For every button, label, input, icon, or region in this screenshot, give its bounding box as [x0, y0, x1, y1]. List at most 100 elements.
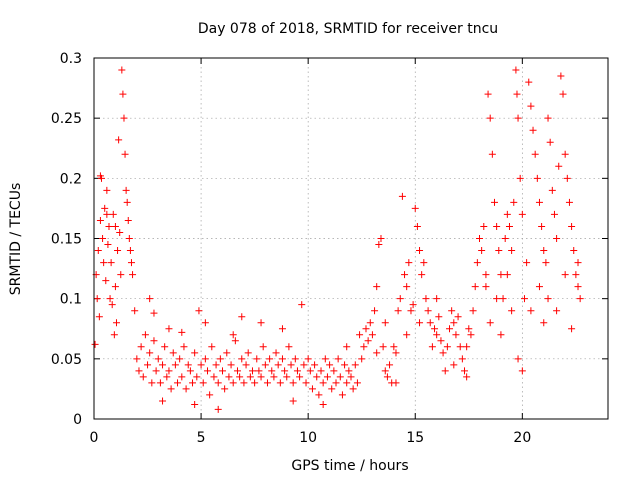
data-point [473, 259, 481, 267]
data-point [135, 367, 143, 375]
data-point [392, 379, 400, 387]
data-point [189, 379, 197, 387]
data-point [116, 228, 124, 236]
data-point [531, 150, 539, 158]
data-point [482, 271, 490, 279]
data-point [141, 331, 149, 339]
data-point [126, 247, 134, 255]
data-point [278, 325, 286, 333]
data-point [514, 355, 522, 363]
data-point [121, 150, 129, 158]
data-point [111, 222, 119, 230]
data-point [550, 210, 558, 218]
data-point [478, 247, 486, 255]
data-point [435, 313, 443, 321]
data-point [409, 301, 417, 309]
data-point [454, 313, 462, 321]
data-point [486, 319, 494, 327]
data-point [471, 283, 479, 291]
data-point [452, 331, 460, 339]
data-point [289, 379, 297, 387]
data-point [127, 259, 135, 267]
data-point [467, 331, 475, 339]
data-point [516, 174, 524, 182]
data-point [115, 136, 123, 144]
data-point [510, 198, 518, 206]
data-point [553, 307, 561, 315]
data-point [313, 373, 321, 381]
data-point [394, 307, 402, 315]
data-point [238, 355, 246, 363]
data-point [407, 307, 415, 315]
data-point [544, 114, 552, 122]
data-point [375, 241, 383, 249]
data-point [296, 373, 304, 381]
data-point [148, 379, 156, 387]
data-point [131, 307, 139, 315]
data-point [242, 361, 250, 369]
data-point [465, 325, 473, 333]
data-point [347, 373, 355, 381]
x-tick-label: 0 [90, 430, 99, 446]
data-point [150, 309, 158, 317]
data-point [392, 349, 400, 357]
data-point [535, 198, 543, 206]
data-point [439, 349, 447, 357]
data-point [433, 295, 441, 303]
data-point [512, 66, 520, 74]
data-point [570, 247, 578, 255]
data-point [165, 325, 173, 333]
data-point [293, 367, 301, 375]
data-point [195, 307, 203, 315]
data-point [103, 186, 111, 194]
data-point [178, 328, 186, 336]
data-points [91, 66, 584, 413]
data-point [493, 222, 501, 230]
data-point [338, 391, 346, 399]
x-tick-label: 15 [406, 430, 424, 446]
y-tick-label: 0 [73, 412, 82, 428]
data-point [114, 247, 122, 255]
data-point [334, 355, 342, 363]
data-point [174, 379, 182, 387]
data-point [298, 301, 306, 309]
data-point [555, 162, 563, 170]
data-point [283, 373, 291, 381]
x-tick-label: 20 [513, 430, 531, 446]
axis-tick-labels: 0 5 10 15 20 0 0.05 0.1 0.15 0.2 0.25 0.3 [51, 51, 531, 446]
data-point [122, 186, 130, 194]
data-point [246, 373, 254, 381]
data-point [503, 210, 511, 218]
data-point [152, 367, 160, 375]
data-point [390, 343, 398, 351]
x-tick-label: 10 [299, 430, 317, 446]
data-point [184, 361, 192, 369]
data-point [503, 271, 511, 279]
data-point [533, 174, 541, 182]
x-axis-label: GPS time / hours [291, 458, 408, 474]
data-point [101, 204, 109, 212]
data-point [559, 90, 567, 98]
data-point [274, 361, 282, 369]
data-point [319, 379, 327, 387]
data-point [321, 355, 329, 363]
data-point [529, 126, 537, 134]
data-point [118, 66, 126, 74]
data-point [231, 337, 239, 345]
data-point [574, 283, 582, 291]
data-point [159, 361, 167, 369]
data-point [411, 204, 419, 212]
data-point [191, 349, 199, 357]
data-point [103, 210, 111, 218]
data-point [287, 361, 295, 369]
data-point [289, 397, 297, 405]
data-point [304, 355, 312, 363]
data-point [463, 343, 471, 351]
data-point [229, 379, 237, 387]
data-point [424, 307, 432, 315]
data-point [433, 331, 441, 339]
data-point [353, 379, 361, 387]
data-point [263, 379, 271, 387]
data-point [193, 373, 201, 381]
